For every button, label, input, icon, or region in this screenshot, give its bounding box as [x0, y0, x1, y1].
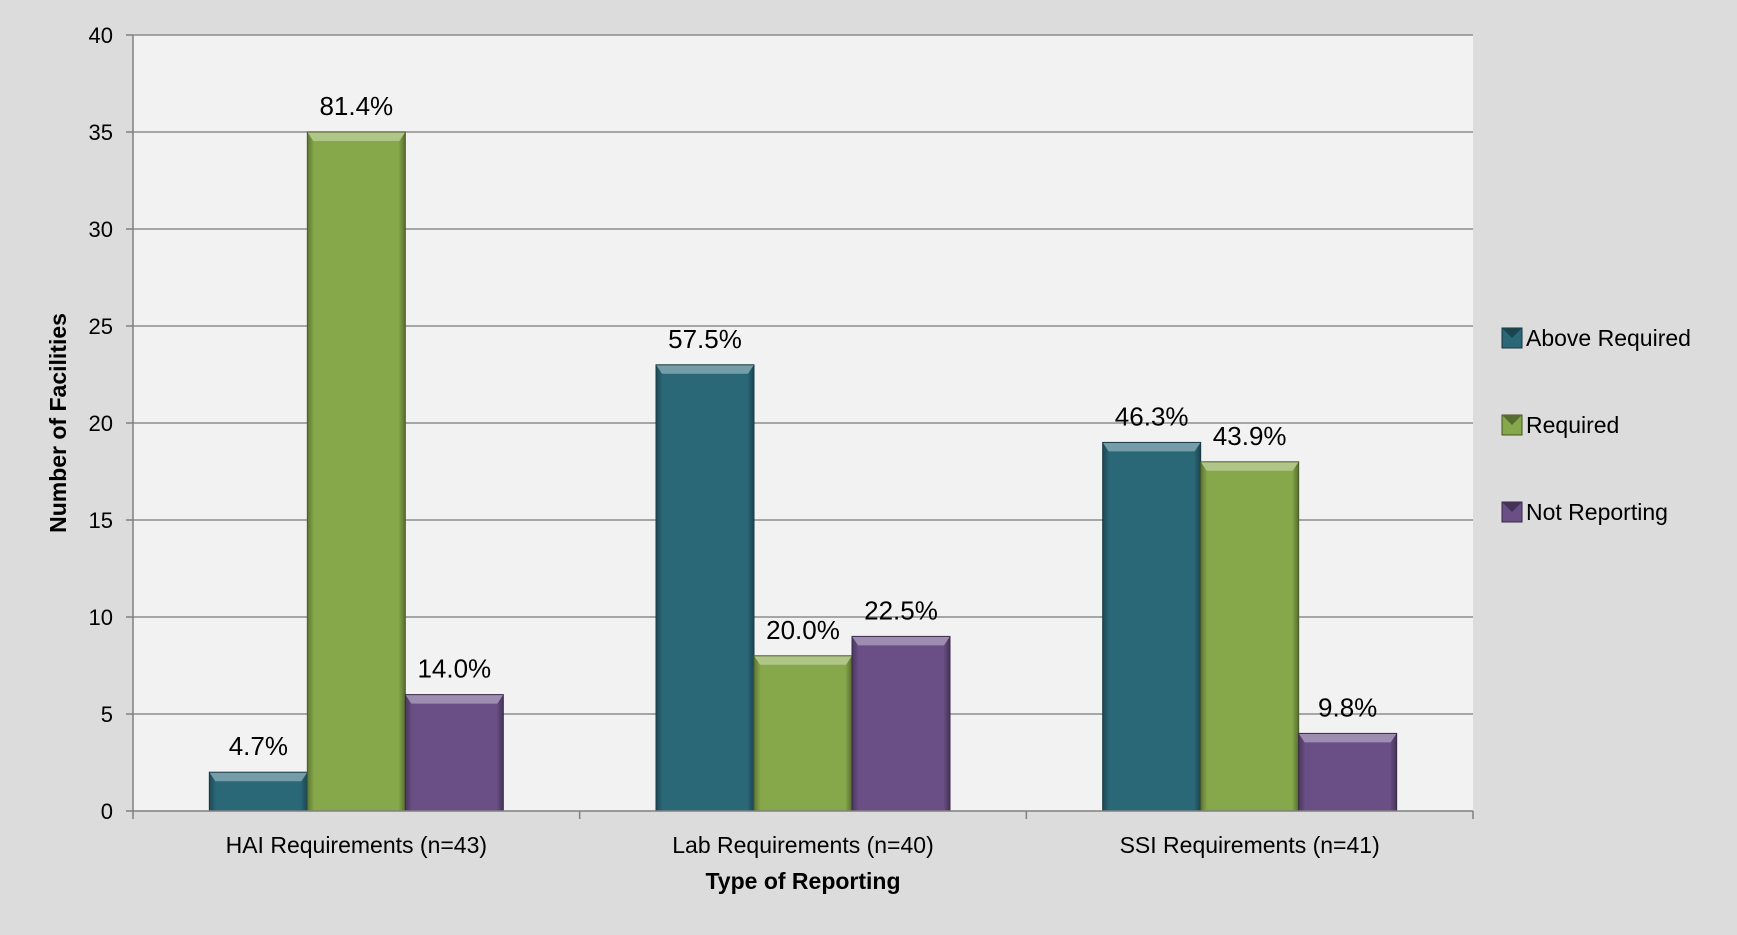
bar-required	[753, 655, 853, 812]
bar-shading	[405, 694, 504, 811]
y-tick-label: 25	[89, 314, 113, 339]
legend-swatch-bevel	[1502, 415, 1522, 425]
bar-not-reporting	[404, 694, 504, 812]
bar-required	[306, 131, 406, 812]
bar-top-bevel	[1102, 442, 1201, 452]
legend-swatch-bevel	[1502, 328, 1522, 338]
legend-label: Required	[1526, 412, 1619, 438]
x-tick-label: Lab Requirements (n=40)	[672, 832, 933, 858]
bar-shading	[1298, 733, 1397, 811]
data-label: 14.0%	[417, 654, 491, 684]
bar-top-bevel	[1200, 461, 1299, 471]
y-tick-label: 5	[101, 702, 113, 727]
bar-not-reporting	[851, 635, 951, 812]
legend-label: Above Required	[1526, 325, 1691, 351]
y-tick-label: 10	[89, 605, 113, 630]
y-axis-title: Number of Facilities	[45, 313, 71, 533]
bar-top-bevel	[405, 694, 504, 704]
legend-label: Not Reporting	[1526, 499, 1668, 525]
data-label: 57.5%	[668, 324, 742, 354]
bar-shading	[852, 636, 950, 811]
bar-required	[1200, 461, 1300, 812]
y-tick-label: 35	[89, 120, 113, 145]
y-tick-label: 0	[101, 799, 113, 824]
bar-above-required	[655, 364, 755, 812]
bar-top-bevel	[852, 636, 950, 646]
data-labels: 4.7% 81.4% 14.0% 57.5% 20.0% 22.5% 46.3% 43.9% 9…	[229, 91, 1378, 761]
x-tick-label: HAI Requirements (n=43)	[226, 832, 487, 858]
legend-item-not-reporting: Not Reporting	[1501, 499, 1668, 525]
data-label: 20.0%	[766, 615, 840, 645]
axes: 0 5 10 15 20 25 30 35 40 HAI Requirements (n=43) L…	[89, 23, 1474, 858]
bar-shading	[1102, 442, 1201, 811]
bar-shading	[1200, 461, 1299, 811]
data-label: 81.4%	[319, 91, 393, 121]
bar-top-bevel	[307, 132, 406, 141]
x-tick-label: SSI Requirements (n=41)	[1120, 832, 1380, 858]
bar-top-bevel	[656, 364, 754, 374]
bar-not-reporting	[1298, 732, 1398, 812]
bar-shading	[307, 132, 406, 811]
legend-item-above-required: Above Required	[1501, 325, 1691, 351]
legend-swatch-bevel	[1502, 502, 1522, 512]
bar-top-bevel	[1298, 733, 1397, 743]
y-tick-label: 20	[89, 411, 113, 436]
bar-top-bevel	[754, 655, 852, 665]
data-label: 4.7%	[229, 731, 288, 761]
legend: Above Required Required Not Reporting	[1501, 325, 1691, 525]
data-label: 43.9%	[1213, 421, 1287, 451]
y-tick-label: 30	[89, 217, 113, 242]
bar-above-required	[1102, 441, 1202, 812]
bars	[208, 131, 1398, 812]
bar-shading	[754, 655, 852, 811]
data-label: 46.3%	[1115, 401, 1189, 431]
data-label: 22.5%	[864, 595, 938, 625]
bar-top-bevel	[209, 772, 308, 782]
x-axis-title: Type of Reporting	[705, 868, 900, 894]
legend-item-required: Required	[1501, 412, 1619, 438]
y-tick-label: 15	[89, 508, 113, 533]
bar-shading	[656, 364, 754, 811]
data-label: 9.8%	[1318, 692, 1377, 722]
y-tick-label: 40	[89, 23, 113, 48]
bar-above-required	[208, 771, 308, 812]
